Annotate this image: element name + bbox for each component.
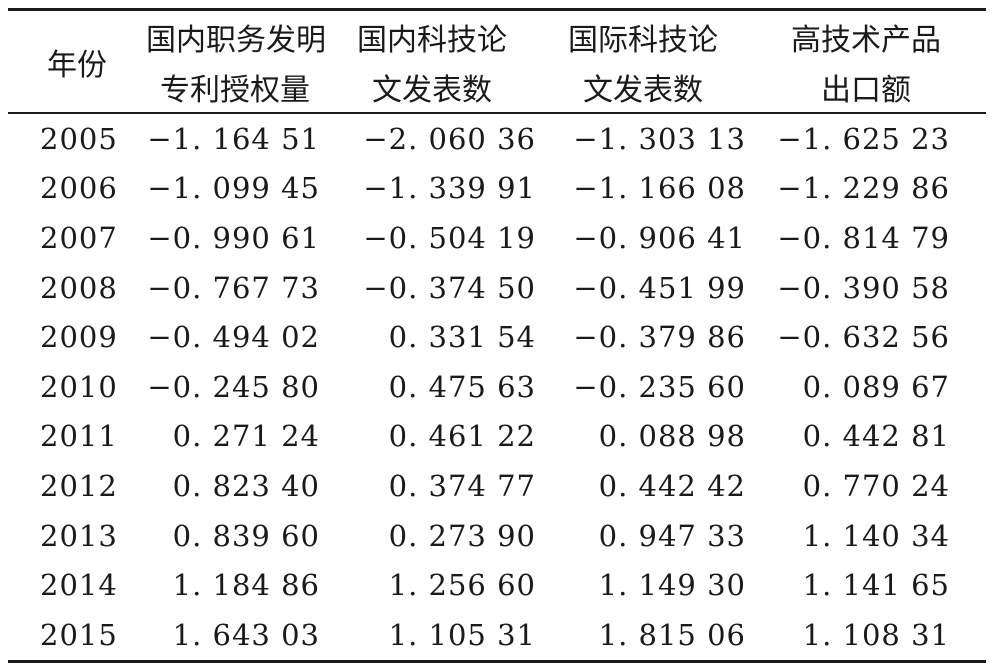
cell-value: −0. 379 86 bbox=[573, 320, 746, 355]
cell-value: 1. 140 34 bbox=[802, 518, 950, 553]
table-row: 2011 0. 271 24 0. 461 22 0. 088 98 0. 44… bbox=[8, 412, 986, 462]
cell-value: −0. 504 19 bbox=[363, 220, 536, 255]
table-row: 2009 −0. 494 02 0. 331 54 −0. 379 86 −0.… bbox=[8, 312, 986, 362]
cell-value: −0. 451 99 bbox=[573, 270, 746, 305]
cell-value: 0. 374 77 bbox=[388, 468, 536, 503]
cell-value: 1. 815 06 bbox=[540, 609, 746, 663]
cell-value: −0. 235 60 bbox=[573, 369, 746, 404]
cell-value: −0. 767 73 bbox=[147, 270, 320, 305]
cell-value: −0. 990 61 bbox=[147, 220, 320, 255]
cell-value: −1. 099 45 bbox=[147, 171, 320, 206]
cell-value: −0. 814 79 bbox=[777, 220, 950, 255]
table-row: 2012 0. 823 40 0. 374 77 0. 442 42 0. 77… bbox=[8, 461, 986, 511]
header-row-2: 专利授权量 文发表数 文发表数 出口额 bbox=[8, 62, 986, 114]
cell-year: 2006 bbox=[40, 171, 118, 206]
cell-value: −0. 374 50 bbox=[363, 270, 536, 305]
cell-value: 1. 184 86 bbox=[172, 568, 320, 603]
cell-year: 2010 bbox=[40, 369, 118, 404]
table-header: 年份 国内职务发明 国内科技论 国际科技论 高技术产品 专利授权量 文发表数 文… bbox=[8, 8, 986, 114]
cell-value: 0. 089 67 bbox=[802, 369, 950, 404]
cell-value: −0. 390 58 bbox=[777, 270, 950, 305]
cell-value: 1. 643 03 bbox=[146, 609, 324, 663]
cell-value: −1. 339 91 bbox=[363, 171, 536, 206]
cell-value: −1. 166 08 bbox=[573, 171, 746, 206]
cell-value: 0. 442 42 bbox=[598, 468, 746, 503]
cell-value: 1. 141 65 bbox=[802, 568, 950, 603]
cell-year: 2014 bbox=[40, 568, 118, 603]
table-row: 2015 1. 643 03 1. 105 31 1. 815 06 1. 10… bbox=[8, 609, 986, 663]
cell-value: −2. 060 36 bbox=[363, 121, 536, 156]
cell-value: 0. 271 24 bbox=[172, 419, 320, 454]
table-row: 2008 −0. 767 73 −0. 374 50 −0. 451 99 −0… bbox=[8, 263, 986, 313]
header-col1-line2: 专利授权量 bbox=[146, 62, 324, 114]
cell-value: 0. 839 60 bbox=[172, 518, 320, 553]
cell-value: 1. 108 31 bbox=[746, 609, 986, 663]
header-col2-line1: 国内科技论 bbox=[324, 8, 540, 62]
cell-value: 0. 947 33 bbox=[598, 518, 746, 553]
cell-value: 0. 442 81 bbox=[802, 419, 950, 454]
cell-value: −0. 632 56 bbox=[777, 320, 950, 355]
header-col3-line1: 国际科技论 bbox=[540, 8, 746, 62]
cell-value: −1. 164 51 bbox=[147, 121, 320, 156]
cell-value: 1. 256 60 bbox=[388, 568, 536, 603]
table-row: 2013 0. 839 60 0. 273 90 0. 947 33 1. 14… bbox=[8, 511, 986, 561]
cell-value: 1. 105 31 bbox=[324, 609, 540, 663]
cell-year: 2005 bbox=[40, 121, 118, 156]
cell-value: 0. 770 24 bbox=[802, 468, 950, 503]
cell-year: 2012 bbox=[40, 468, 118, 503]
cell-value: 0. 273 90 bbox=[388, 518, 536, 553]
header-col4-line2: 出口额 bbox=[746, 62, 986, 114]
header-col1-line1: 国内职务发明 bbox=[146, 8, 326, 62]
header-year: 年份 bbox=[8, 8, 146, 114]
table-row: 2007 −0. 990 61 −0. 504 19 −0. 906 41 −0… bbox=[8, 213, 986, 263]
data-table: 年份 国内职务发明 国内科技论 国际科技论 高技术产品 专利授权量 文发表数 文… bbox=[8, 8, 986, 663]
cell-value: 0. 823 40 bbox=[172, 468, 320, 503]
table-row: 2005 −1. 164 51 −2. 060 36 −1. 303 13 −1… bbox=[8, 113, 986, 164]
cell-year: 2007 bbox=[40, 220, 118, 255]
cell-year: 2008 bbox=[40, 270, 118, 305]
table-body: 2005 −1. 164 51 −2. 060 36 −1. 303 13 −1… bbox=[8, 113, 986, 663]
cell-value: −1. 303 13 bbox=[573, 121, 746, 156]
cell-value: −0. 906 41 bbox=[573, 220, 746, 255]
cell-value: −1. 229 86 bbox=[777, 171, 950, 206]
header-col3-line2: 文发表数 bbox=[540, 62, 746, 114]
table-row: 2006 −1. 099 45 −1. 339 91 −1. 166 08 −1… bbox=[8, 164, 986, 214]
cell-value: 0. 475 63 bbox=[388, 369, 536, 404]
cell-value: 0. 461 22 bbox=[388, 419, 536, 454]
cell-value: 0. 331 54 bbox=[388, 320, 536, 355]
header-col2-line2: 文发表数 bbox=[324, 62, 540, 114]
header-row-1: 年份 国内职务发明 国内科技论 国际科技论 高技术产品 bbox=[8, 8, 986, 114]
cell-value: 0. 088 98 bbox=[598, 419, 746, 454]
cell-year: 2011 bbox=[40, 419, 118, 454]
cell-year: 2013 bbox=[40, 518, 118, 553]
cell-value: −0. 494 02 bbox=[147, 320, 320, 355]
table-row: 2014 1. 184 86 1. 256 60 1. 149 30 1. 14… bbox=[8, 560, 986, 610]
cell-year: 2009 bbox=[40, 320, 118, 355]
cell-value: −0. 245 80 bbox=[147, 369, 320, 404]
table-row: 2010 −0. 245 80 0. 475 63 −0. 235 60 0. … bbox=[8, 362, 986, 412]
header-col4-line1: 高技术产品 bbox=[746, 8, 986, 62]
cell-value: −1. 625 23 bbox=[777, 121, 950, 156]
cell-year: 2015 bbox=[8, 609, 146, 663]
cell-value: 1. 149 30 bbox=[598, 568, 746, 603]
